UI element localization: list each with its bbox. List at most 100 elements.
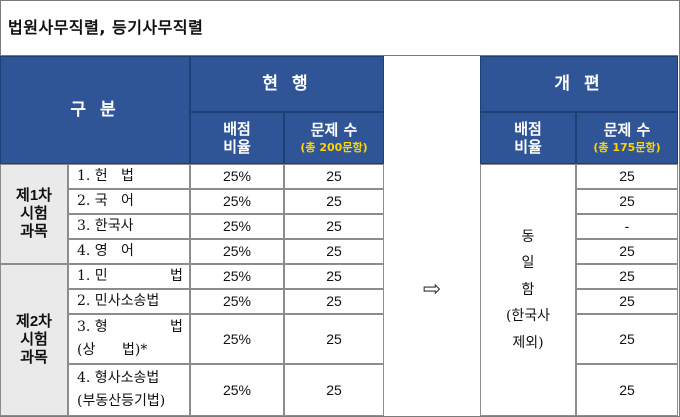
- table-row-count: 25: [284, 189, 384, 214]
- count-value: 25: [326, 218, 342, 235]
- subject-label: 3. 형 법: [77, 319, 183, 336]
- header-current-count: 문제 수 (총 200문항): [284, 112, 384, 164]
- subject-label: 4. 형사소송법: [77, 370, 160, 387]
- table-row-ratio: 25%: [190, 289, 284, 314]
- table-row-count: 25: [284, 314, 384, 364]
- subject-label-line2: (상 법)*: [77, 342, 148, 358]
- table-row-count: 25: [284, 214, 384, 239]
- table-row-count: 25: [284, 164, 384, 189]
- table-row-subject: 2. 국 어: [68, 189, 190, 214]
- page-title: 법원사무직렬, 등기사무직렬: [8, 18, 204, 37]
- header-reform-label: 개 편: [554, 73, 604, 94]
- header-current: 현 행: [190, 56, 384, 112]
- table-row-ratio: 25%: [190, 364, 284, 416]
- reform-count-value: 25: [619, 330, 635, 347]
- table-row-count: 25: [284, 289, 384, 314]
- header-reform: 개 편: [480, 56, 678, 112]
- reform-count-value: 25: [619, 381, 635, 398]
- table-row-reform-count: 25: [576, 364, 678, 416]
- group2-line1: 제2차: [16, 313, 52, 330]
- ratio-value: 25%: [222, 381, 252, 398]
- arrow-right-icon: ⇨: [422, 276, 442, 302]
- group-second-exam: 제2차 시험 과목: [0, 264, 68, 416]
- table-row-reform-count: 25: [576, 314, 678, 364]
- ratio-line2: 비율: [223, 138, 251, 156]
- subject-label: 4. 영 어: [77, 243, 134, 260]
- table-row-reform-count: 25: [576, 239, 678, 264]
- reform-count-value: 25: [619, 243, 635, 260]
- table-row-reform-count: 25: [576, 264, 678, 289]
- reform-total: (총 175문항): [593, 141, 661, 155]
- table-row-ratio: 25%: [190, 314, 284, 364]
- same-line4: (한국사: [505, 308, 551, 325]
- same-line3: 함: [521, 281, 535, 298]
- ratio-value: 25%: [222, 193, 252, 210]
- table-row-reform-count: 25: [576, 189, 678, 214]
- ratio-value: 25%: [222, 293, 252, 310]
- subject-label-line2: (부동산등기법): [77, 393, 166, 409]
- table-row-count: 25: [284, 239, 384, 264]
- same-line1: 동: [521, 228, 535, 245]
- count-value: 25: [326, 293, 342, 310]
- group2-line3: 과목: [20, 349, 48, 366]
- count-value: 25: [326, 381, 342, 398]
- table-row-count: 25: [284, 364, 384, 416]
- same-line2: 일: [521, 255, 535, 272]
- subject-label: 1. 민 법: [77, 268, 183, 285]
- group2-line2: 시험: [20, 331, 48, 348]
- reform-count-value: 25: [619, 193, 635, 210]
- table-row-subject: 1. 헌 법: [68, 164, 190, 189]
- reform-count-value: -: [624, 218, 630, 235]
- same-line5: 제외): [512, 334, 544, 351]
- ratio-value: 25%: [222, 168, 252, 185]
- reform-ratio-same: 동 일 함 (한국사 제외): [480, 164, 576, 416]
- header-current-ratio: 배점 비율: [190, 112, 284, 164]
- reform-count-value: 25: [619, 168, 635, 185]
- arrow-column: ⇨: [384, 164, 480, 416]
- table-row-subject: 1. 민 법: [68, 264, 190, 289]
- ratio-value: 25%: [222, 218, 252, 235]
- group1-line1: 제1차: [16, 187, 52, 204]
- table-row-subject: 3. 형 법 (상 법)*: [68, 314, 190, 364]
- table-row-ratio: 25%: [190, 189, 284, 214]
- table-row-ratio: 25%: [190, 164, 284, 189]
- table-row-subject: 4. 영 어: [68, 239, 190, 264]
- subject-label: 3. 한국사: [77, 218, 134, 235]
- group-first-exam: 제1차 시험 과목: [0, 164, 68, 264]
- subject-label: 2. 민사소송법: [77, 293, 160, 310]
- subject-label: 1. 헌 법: [77, 168, 134, 185]
- count-label: 문제 수: [310, 121, 358, 140]
- current-total: (총 200문항): [300, 141, 368, 155]
- header-reform-count: 문제 수 (총 175문항): [576, 112, 678, 164]
- header-category-label: 구 분: [70, 99, 120, 120]
- reform-count-value: 25: [619, 268, 635, 285]
- count-value: 25: [326, 168, 342, 185]
- group1-line3: 과목: [20, 223, 48, 240]
- table-row-ratio: 25%: [190, 239, 284, 264]
- title-bar: 법원사무직렬, 등기사무직렬: [0, 0, 678, 56]
- table-row-ratio: 25%: [190, 214, 284, 239]
- table-row-reform-count: 25: [576, 289, 678, 314]
- subject-label: 2. 국 어: [77, 193, 134, 210]
- group1-line2: 시험: [20, 205, 48, 222]
- table-row-subject: 2. 민사소송법: [68, 289, 190, 314]
- count-value: 25: [326, 330, 342, 347]
- table-row-reform-count: 25: [576, 164, 678, 189]
- table-row-subject: 3. 한국사: [68, 214, 190, 239]
- table-row-subject: 4. 형사소송법 (부동산등기법): [68, 364, 190, 416]
- header-current-label: 현 행: [262, 73, 312, 94]
- reform-ratio-line1: 배점: [514, 120, 542, 138]
- reform-count-label: 문제 수: [603, 121, 651, 140]
- ratio-line1: 배점: [223, 120, 251, 138]
- ratio-value: 25%: [222, 330, 252, 347]
- ratio-value: 25%: [222, 243, 252, 260]
- reform-ratio-line2: 비율: [514, 138, 542, 156]
- ratio-value: 25%: [222, 268, 252, 285]
- header-category: 구 분: [0, 56, 190, 164]
- table-row-reform-count: -: [576, 214, 678, 239]
- count-value: 25: [326, 193, 342, 210]
- reform-count-value: 25: [619, 293, 635, 310]
- table-row-ratio: 25%: [190, 264, 284, 289]
- table-row-count: 25: [284, 264, 384, 289]
- count-value: 25: [326, 268, 342, 285]
